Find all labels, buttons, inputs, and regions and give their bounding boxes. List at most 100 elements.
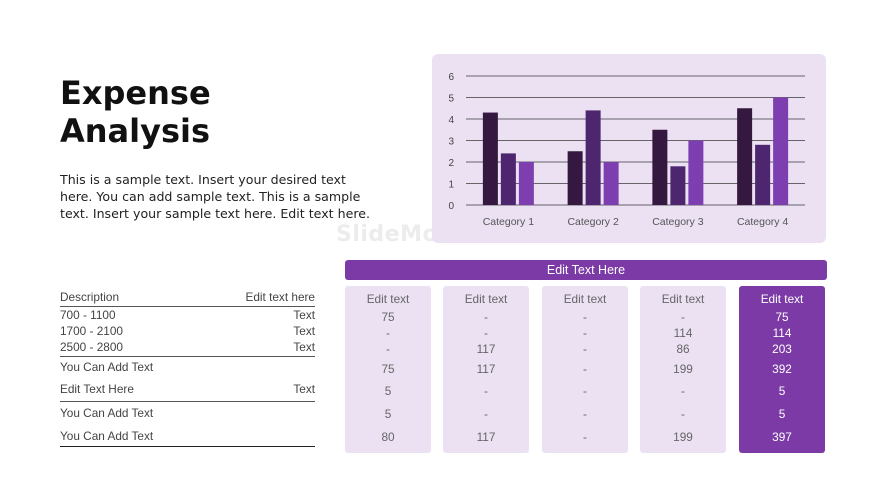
desc-row-value: Text <box>293 340 315 354</box>
desc-row: 700 - 1100 Text <box>60 308 315 323</box>
column-cell: 117 <box>476 362 496 376</box>
bar-chart: 0 1 2 3 4 5 6 Category 1 Category 2 Category 3 Cat… <box>448 72 805 228</box>
desc-row-label: You Can Add Text <box>60 406 154 420</box>
desc-row: 2500 - 2800 Text <box>60 340 315 355</box>
bar <box>603 162 619 205</box>
column-cell: 75 <box>381 310 395 324</box>
header-rule <box>60 306 315 307</box>
y-tick-label: 1 <box>448 180 454 191</box>
column-cell: - <box>681 310 685 324</box>
desc-row-label: You Can Add Text <box>60 429 154 443</box>
desc-row-value: Text <box>293 382 315 396</box>
title-line-2: Analysis <box>60 112 211 150</box>
row-rule <box>60 401 315 402</box>
desc-row: You Can Add Text <box>60 406 315 421</box>
column-cell: 203 <box>772 342 792 356</box>
column-cell: - <box>583 310 587 324</box>
column-cell: 80 <box>381 430 395 444</box>
column-cell: - <box>484 326 488 340</box>
column-cell: 392 <box>772 362 792 376</box>
column-cell: - <box>583 407 587 421</box>
value-column: Edit text - - 117 117 - - 117 <box>443 286 529 453</box>
column-cell: 5 <box>384 384 392 398</box>
bar <box>773 97 789 205</box>
column-cell: - <box>681 384 685 398</box>
y-tick-label: 5 <box>448 94 454 105</box>
value-column: Edit text - 114 86 199 - - 199 <box>640 286 726 453</box>
body-text: This is a sample text. Insert your desir… <box>60 172 370 221</box>
column-cell: 199 <box>673 362 693 376</box>
value-column: Edit text 75 - - 75 5 5 80 <box>345 286 431 453</box>
desc-row-value: Text <box>293 324 315 338</box>
desc-header-right: Edit text here <box>245 290 315 304</box>
column-cell: 75 <box>381 362 395 376</box>
column-cell: 86 <box>676 342 690 356</box>
desc-row-label: 700 - 1100 <box>60 308 116 322</box>
desc-row-label: Edit Text Here <box>60 382 134 396</box>
desc-row: You Can Add Text <box>60 360 315 375</box>
column-cell: - <box>386 342 390 356</box>
bar <box>755 144 771 205</box>
desc-header-left: Description <box>60 290 120 304</box>
bar <box>567 151 583 205</box>
column-cell: 114 <box>673 326 693 340</box>
bar <box>518 162 534 205</box>
column-cell: - <box>583 326 587 340</box>
column-cell: 114 <box>772 326 792 340</box>
value-column: Edit text - - - - - - - <box>542 286 628 453</box>
column-cell: 5 <box>778 384 786 398</box>
bar <box>482 112 498 205</box>
bar <box>688 140 704 205</box>
bar <box>652 129 668 205</box>
chart-panel: 0 1 2 3 4 5 6 Category 1 Category 2 Category 3 Cat… <box>432 54 826 243</box>
column-header: Edit text <box>464 292 508 306</box>
column-cell: - <box>484 407 488 421</box>
desc-row: You Can Add Text <box>60 429 315 444</box>
column-cell: 75 <box>775 310 789 324</box>
y-tick-label: 6 <box>448 72 454 83</box>
desc-row: 1700 - 2100 Text <box>60 324 315 339</box>
column-cell: 117 <box>476 342 496 356</box>
table-banner: Edit Text Here <box>345 260 827 280</box>
desc-row-label: You Can Add Text <box>60 360 154 374</box>
column-cell: 5 <box>384 407 392 421</box>
bar <box>500 153 516 205</box>
y-tick-label: 2 <box>448 158 454 169</box>
column-cell: 199 <box>673 430 693 444</box>
column-cell: - <box>484 310 488 324</box>
column-cell: - <box>583 342 587 356</box>
desc-row: Edit Text Here Text <box>60 382 315 397</box>
x-category-label: Category 3 <box>652 216 704 228</box>
x-category-label: Category 1 <box>483 216 535 228</box>
bottom-rule <box>60 446 315 447</box>
title-line-1: Expense <box>60 74 211 112</box>
y-tick-label: 0 <box>448 201 454 212</box>
x-category-label: Category 4 <box>737 216 789 228</box>
column-cell: - <box>583 362 587 376</box>
column-header: Edit text <box>366 292 410 306</box>
bar <box>737 108 753 205</box>
desc-row-label: 2500 - 2800 <box>60 340 123 354</box>
desc-row-value: Text <box>293 308 315 322</box>
x-category-label: Category 2 <box>567 216 619 228</box>
bar <box>670 166 686 205</box>
column-header: Edit text <box>760 292 804 306</box>
row-rule <box>60 356 315 357</box>
y-tick-label: 4 <box>448 115 454 126</box>
y-tick-label: 3 <box>448 137 454 148</box>
slide-title: Expense Analysis <box>60 74 320 150</box>
column-cell: - <box>484 384 488 398</box>
column-cell: 117 <box>476 430 496 444</box>
column-cell: 5 <box>778 407 786 421</box>
column-cell: - <box>583 430 587 444</box>
column-header: Edit text <box>661 292 705 306</box>
column-cell: - <box>386 326 390 340</box>
column-cell: 397 <box>772 430 792 444</box>
column-cell: - <box>681 407 685 421</box>
bar <box>585 110 601 205</box>
value-column: Edit text 75 114 203 392 5 5 397 <box>739 286 825 453</box>
column-cell: - <box>583 384 587 398</box>
desc-row-label: 1700 - 2100 <box>60 324 123 338</box>
column-header: Edit text <box>563 292 607 306</box>
desc-header: Description Edit text here <box>60 290 315 305</box>
